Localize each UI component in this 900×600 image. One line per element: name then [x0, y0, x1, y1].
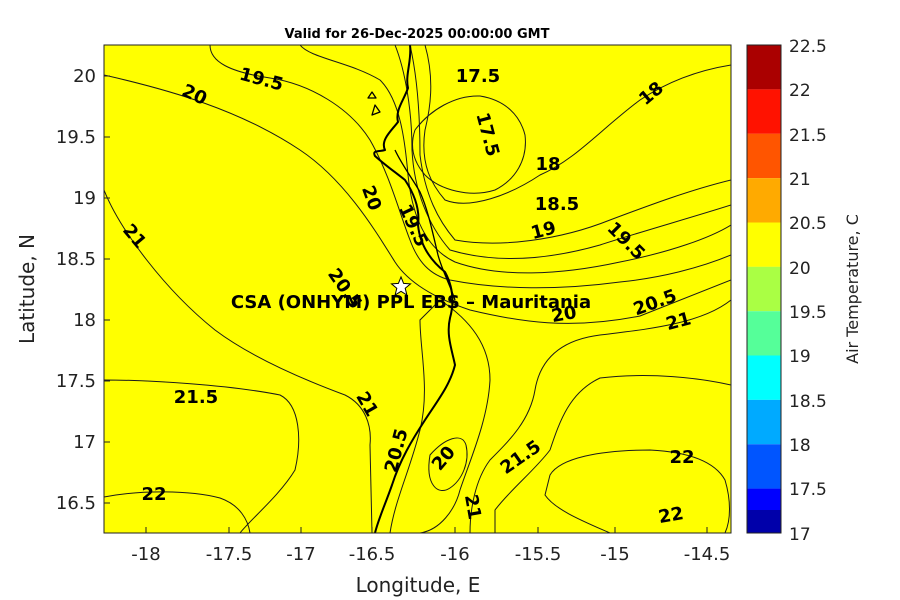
y-axis: 20 19.5 19 18.5 18 17.5 17 16.5 Latitude… [15, 66, 110, 514]
colorbar-tick-label: 17.5 [789, 480, 827, 500]
contour-label: 21 [460, 493, 485, 521]
x-tick-label: -14.5 [684, 544, 731, 565]
colorbar-tick-label: 21 [789, 170, 811, 190]
contour-label: 22 [669, 447, 694, 468]
colorbar-swatch [747, 222, 781, 267]
map-title: Valid for 26-Dec-2025 00:00:00 GMT [285, 27, 550, 42]
colorbar-tick-label: 19.5 [789, 303, 827, 323]
colorbar: 22.5 22 21.5 21 20.5 20 19.5 19 18.5 18 … [746, 37, 862, 545]
x-tick-label: -16 [440, 544, 469, 565]
x-axis-label: Longitude, E [356, 573, 481, 597]
y-tick-label: 20 [73, 66, 96, 87]
coastline-inner [394, 149, 456, 301]
coastline [373, 45, 456, 533]
band-20-5 [104, 45, 731, 533]
x-tick-label: -17.5 [206, 544, 253, 565]
y-tick-label: 18.5 [56, 249, 96, 270]
colorbar-swatch [747, 355, 781, 400]
colorbar-swatch [747, 133, 781, 179]
y-axis-label: Latitude, N [15, 234, 39, 344]
x-tick-label: -17 [286, 544, 315, 565]
band-22-west [104, 491, 251, 533]
contour-label: 20 [550, 302, 578, 327]
colorbar-frame [746, 44, 782, 534]
plot-frame [103, 44, 732, 534]
band-19-5-south [428, 437, 468, 491]
x-tick-label: -18 [131, 544, 160, 565]
colorbar-swatch [747, 266, 781, 312]
colorbar-tick-label: 19 [789, 347, 811, 367]
colorbar-swatch [747, 399, 781, 445]
colorbar-tick-label: 22.5 [789, 37, 827, 57]
contour-label: 17.5 [456, 66, 500, 87]
band-21-west [104, 189, 373, 533]
colorbar-tick-label: 17 [789, 525, 811, 545]
band-22-southeast [544, 449, 730, 533]
band-19-5-north [209, 45, 731, 289]
band-21-5-west [104, 379, 300, 533]
y-tick-label: 18 [73, 310, 96, 331]
x-tick-label: -16.5 [349, 544, 396, 565]
band-18-5 [394, 45, 731, 259]
colorbar-swatch [747, 510, 781, 533]
y-tick-label: 19.5 [56, 127, 96, 148]
map-plot-area [104, 45, 731, 533]
colorbar-tick-label: 22 [789, 81, 811, 101]
band-18 [409, 45, 731, 244]
contour-label: 22 [657, 503, 685, 528]
colorbar-swatch [747, 444, 781, 489]
band-20-central [389, 299, 491, 533]
site-label: CSA (ONHYM) PPL EBS – Mauritania [231, 292, 591, 313]
band-21-southeast [469, 299, 731, 533]
x-axis: -18 -17.5 -17 -16.5 -16 -15.5 -15 -14.5 … [131, 527, 730, 597]
y-tick-label: 17 [73, 432, 96, 453]
star-marker-icon [390, 275, 412, 297]
colorbar-tick-label: 18.5 [789, 392, 827, 412]
band-17-5 [423, 45, 731, 204]
island-outline [367, 91, 381, 116]
y-tick-label: 19 [73, 188, 96, 209]
x-tick-label: -15.5 [515, 544, 562, 565]
contour-label: 18.5 [535, 194, 579, 215]
band-21-5-southeast [494, 375, 731, 533]
contour-label: 22 [141, 484, 166, 505]
band-20-north [104, 45, 731, 324]
colorbar-swatch [747, 178, 781, 223]
colorbar-tick-label: 20.5 [789, 214, 827, 234]
colorbar-tick-label: 18 [789, 436, 811, 456]
colorbar-swatch [747, 45, 781, 90]
colorbar-swatch [747, 311, 781, 356]
band-17 [412, 95, 526, 194]
colorbar-label: Air Temperature, C [843, 214, 862, 364]
colorbar-tick-label: 21.5 [789, 126, 827, 146]
y-tick-label: 17.5 [56, 371, 96, 392]
contour-label: 18 [535, 154, 560, 175]
colorbar-swatch [747, 89, 781, 134]
y-tick-label: 16.5 [56, 493, 96, 514]
colorbar-tick-label: 20 [789, 259, 811, 279]
x-tick-label: -15 [600, 544, 629, 565]
contour-label: 21.5 [174, 387, 218, 408]
